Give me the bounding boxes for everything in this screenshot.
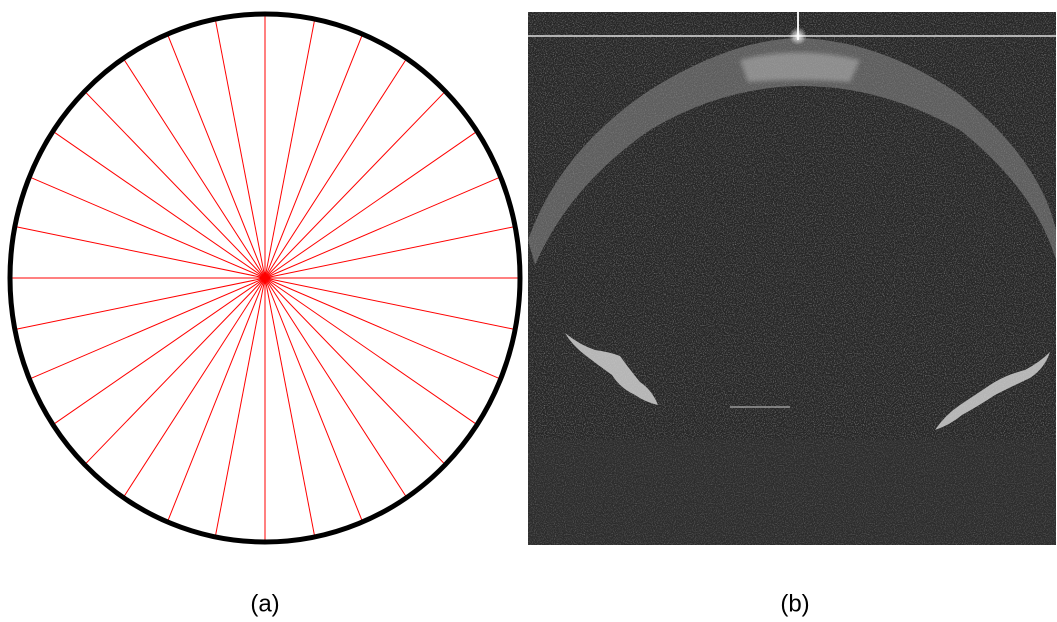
oct-image [528,12,1056,545]
spoke [265,177,501,278]
spoke [265,278,363,522]
spokes [10,14,520,542]
spoke [85,278,265,465]
spoke [265,278,445,465]
spoke [29,278,265,379]
spoke [265,278,501,379]
spoke [265,91,445,278]
spoke [29,177,265,278]
reflection-spot [789,27,807,45]
oct-lower-haze [528,440,1056,545]
page: (a) (b) (() => { const data = JSON.parse… [0,0,1057,622]
spoke [265,34,363,278]
cornea-apex [740,53,860,83]
spoke [85,91,265,278]
figure: (a) (b) [0,0,1057,622]
panel-label: (b) [780,590,809,617]
spoke [167,34,265,278]
panel-label: (a) [250,590,279,617]
spoke [167,278,265,522]
